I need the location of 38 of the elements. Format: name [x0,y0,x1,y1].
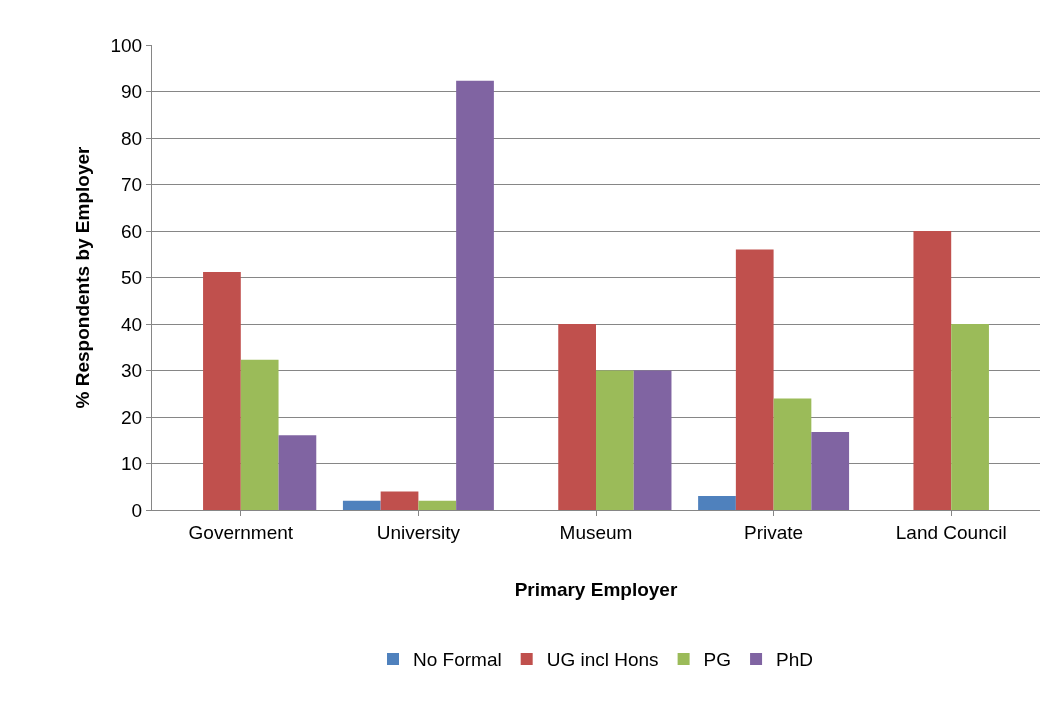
bar [418,500,457,510]
legend-label: No Formal [413,649,502,671]
bar [456,80,494,510]
legend-label: PhD [776,649,814,671]
bar [698,496,736,510]
bar [380,491,419,510]
bar [342,500,381,510]
bar [773,398,812,510]
bar [811,431,850,510]
y-tick-label: 10 [121,453,143,475]
y-tick-label: 0 [131,499,143,521]
bar [596,370,634,510]
y-axis-title: % Respondents by Employer [72,145,94,409]
x-tick-label: Private [744,521,804,543]
x-tick-label: University [376,521,461,543]
bar [278,435,317,510]
y-tick-label: 80 [121,127,143,149]
y-tick-label: 60 [121,220,143,242]
x-tick-label: Museum [559,521,633,543]
x-tick-label: Land Council [895,521,1007,543]
bar [203,271,241,510]
bar [558,324,596,510]
x-tick-label: Government [188,521,294,543]
y-tick-label: 20 [121,406,143,428]
y-tick-label: 70 [121,174,143,196]
x-axis-title: Primary Employer [514,578,678,600]
bar [951,324,989,510]
legend-label: UG incl Hons [546,649,659,671]
bar [633,370,672,510]
bar [913,231,952,510]
y-tick-label: 90 [121,81,143,103]
bar [735,249,774,510]
y-tick-label: 40 [121,313,143,335]
y-tick-label: 100 [110,34,143,56]
y-tick-label: 30 [121,360,143,382]
y-tick-label: 50 [121,267,143,289]
legend-label: PG [703,649,732,671]
bar [240,359,279,510]
